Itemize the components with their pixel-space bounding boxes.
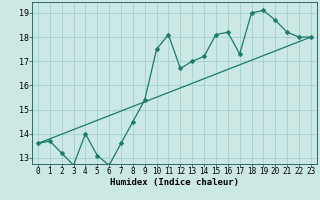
X-axis label: Humidex (Indice chaleur): Humidex (Indice chaleur) bbox=[110, 178, 239, 187]
